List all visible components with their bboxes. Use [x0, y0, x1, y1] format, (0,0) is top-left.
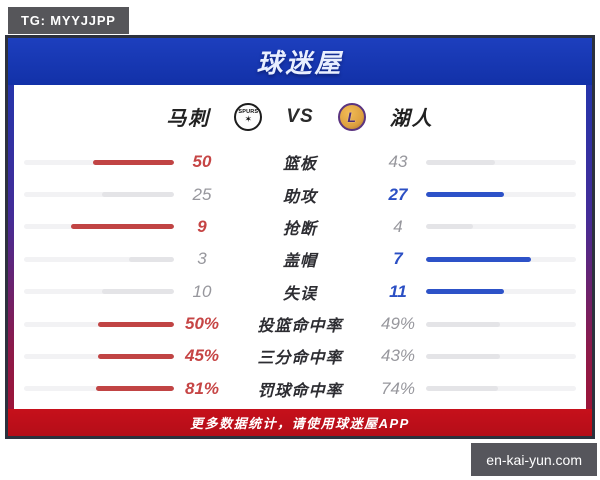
home-stat-value: 9	[197, 216, 207, 236]
stat-label: 抢断	[282, 220, 317, 238]
stat-row: 10 失误 11	[24, 276, 576, 308]
spurs-logo-icon: SPURS ✶	[234, 102, 263, 131]
stat-label: 三分命中率	[257, 350, 343, 368]
away-stat-bar-fill	[426, 159, 495, 165]
away-stat-bar	[426, 353, 576, 359]
stat-label: 篮板	[282, 156, 317, 174]
stat-row: 3 盖帽 7	[24, 243, 576, 275]
card-header: 球迷屋	[8, 38, 592, 85]
home-stat-bar-fill	[93, 159, 174, 165]
away-stat-value: 43%	[380, 346, 416, 366]
home-stat-bar-fill	[97, 321, 174, 327]
home-stat-bar	[24, 159, 174, 165]
stat-label: 罚球命中率	[257, 382, 343, 400]
home-stat-value: 50	[192, 152, 212, 172]
home-stat-value: 81%	[184, 378, 220, 398]
stats-list: 50 篮板 43 25 助攻 27 9 抢断 4 3 盖帽 7	[14, 140, 586, 409]
home-stat-bar-fill	[129, 256, 174, 262]
away-stat-bar	[426, 192, 576, 198]
away-stat-bar-fill	[426, 289, 504, 295]
site-badge[interactable]: en-kai-yun.com	[471, 443, 597, 476]
home-stat-bar	[24, 224, 174, 230]
away-stat-value: 74%	[380, 378, 416, 398]
away-stat-value: 7	[393, 249, 403, 269]
stat-label: 盖帽	[282, 253, 317, 271]
away-stat-value: 4	[393, 216, 403, 236]
away-stat-bar-fill	[426, 386, 498, 392]
away-stat-bar	[426, 256, 576, 262]
stat-row: 81% 罚球命中率 74%	[24, 373, 576, 405]
home-stat-value: 45%	[184, 346, 220, 366]
stat-row: 9 抢断 4	[24, 211, 576, 243]
teams-row: 马刺 SPURS ✶ VS L 湖人	[14, 85, 586, 140]
spurs-logo-mark: ✶	[244, 114, 253, 124]
away-stat-bar-fill	[426, 256, 531, 262]
away-stat-value: 11	[389, 281, 407, 301]
away-stat-value: 43	[388, 152, 408, 172]
away-stat-bar	[426, 224, 576, 230]
away-stat-bar-fill	[426, 353, 500, 359]
stat-row: 50 篮板 43	[24, 146, 576, 178]
lakers-logo-icon: L	[337, 102, 366, 131]
away-stat-value: 49%	[380, 314, 416, 334]
card-body: 马刺 SPURS ✶ VS L 湖人 50 篮板 43	[14, 85, 586, 409]
stat-label: 失误	[282, 285, 317, 303]
stat-label: 投篮命中率	[257, 318, 343, 336]
promo-banner-text: 更多数据统计，请使用球迷屋APP	[190, 416, 410, 431]
home-stat-bar	[24, 321, 174, 327]
lakers-logo-mark: L	[347, 108, 356, 125]
app-title: 球迷屋	[256, 48, 344, 78]
home-stat-bar	[24, 386, 174, 392]
away-stat-bar-fill	[426, 321, 500, 327]
stat-row: 45% 三分命中率 43%	[24, 340, 576, 372]
home-stat-value: 50%	[184, 314, 220, 334]
away-stat-bar	[426, 289, 576, 295]
home-stat-bar-fill	[102, 192, 174, 198]
telegram-badge-label: TG: MYYJJPP	[21, 13, 116, 28]
away-stat-bar	[426, 159, 576, 165]
home-team-name: 马刺	[166, 108, 211, 130]
away-team-name: 湖人	[389, 108, 434, 130]
home-stat-bar-fill	[70, 224, 174, 230]
home-stat-bar-fill	[96, 386, 174, 392]
home-stat-value: 10	[192, 281, 212, 301]
home-stat-bar	[24, 289, 174, 295]
promo-banner[interactable]: 更多数据统计，请使用球迷屋APP	[8, 409, 592, 436]
away-stat-bar	[426, 386, 576, 392]
telegram-badge[interactable]: TG: MYYJJPP	[8, 7, 129, 34]
stats-card: 球迷屋 马刺 SPURS ✶ VS L 湖人 50 篮板 43	[5, 35, 595, 439]
away-stat-value: 27	[388, 184, 408, 204]
home-stat-bar	[24, 353, 174, 359]
vs-label: VS	[286, 105, 314, 127]
home-stat-bar	[24, 192, 174, 198]
home-stat-bar	[24, 256, 174, 262]
away-stat-bar	[426, 321, 576, 327]
away-stat-bar-fill	[426, 192, 504, 198]
home-stat-value: 3	[197, 249, 207, 269]
away-stat-bar-fill	[426, 224, 473, 230]
spurs-logo-text: SPURS	[238, 109, 259, 115]
stat-label: 助攻	[282, 188, 317, 206]
site-badge-label: en-kai-yun.com	[486, 451, 582, 468]
stat-row: 50% 投篮命中率 49%	[24, 308, 576, 340]
home-stat-bar-fill	[97, 353, 174, 359]
home-stat-bar-fill	[102, 289, 174, 295]
stat-row: 25 助攻 27	[24, 178, 576, 210]
home-stat-value: 25	[192, 184, 212, 204]
